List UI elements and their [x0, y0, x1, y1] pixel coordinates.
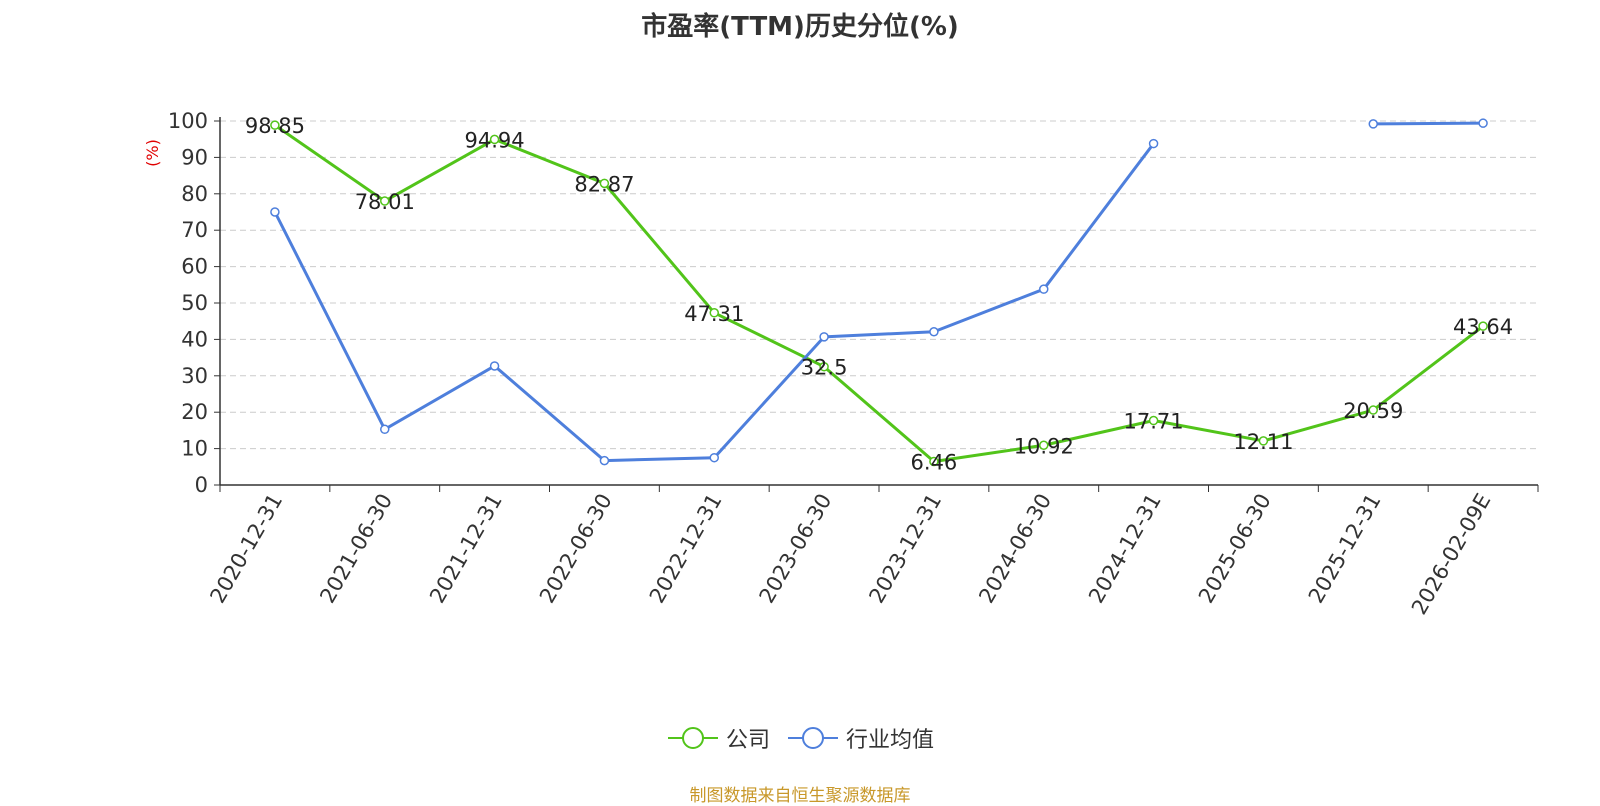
data-point — [1148, 415, 1159, 426]
data-point — [1148, 138, 1159, 149]
data-point — [489, 361, 500, 371]
data-point — [270, 120, 280, 130]
data-label: 98.85 — [245, 114, 305, 138]
data-point — [929, 456, 939, 467]
x-tick-label: 2025-06-30 — [1194, 490, 1276, 608]
gridlines — [220, 120, 1538, 450]
data-point — [819, 361, 829, 372]
data-point — [599, 455, 610, 466]
y-tick-label: 20 — [181, 400, 208, 424]
x-tick-label: 2022-12-31 — [645, 490, 727, 608]
data-point — [819, 332, 829, 342]
legend-label: 公司 — [725, 728, 770, 753]
data-point — [709, 308, 719, 318]
y-tick-label: 30 — [181, 364, 208, 388]
x-tick-label: 2023-06-30 — [755, 490, 837, 608]
y-tick-label: 80 — [181, 182, 208, 206]
legend-line-circle-icon — [788, 727, 838, 749]
x-tick-label: 2024-12-31 — [1084, 490, 1166, 608]
legend: 公司 行业均值 — [0, 722, 1600, 754]
x-tick-label: 2025-12-31 — [1304, 490, 1386, 608]
x-tick-label: 2021-12-31 — [425, 490, 507, 608]
data-point — [709, 452, 719, 463]
legend-item-1[interactable]: 行业均值 — [786, 722, 934, 754]
source-note: 制图数据来自恒生聚源数据库 — [689, 786, 911, 806]
data-point — [599, 178, 610, 189]
data-label: 10.92 — [1014, 434, 1074, 458]
x-tick-label: 2020-12-31 — [205, 490, 287, 608]
y-tick-label: 0 — [195, 473, 208, 497]
data-label: 43.64 — [1453, 315, 1513, 339]
y-tick-label: 70 — [181, 218, 208, 242]
y-axis-title: (%) — [143, 139, 162, 167]
y-tick-label: 100 — [168, 109, 208, 133]
data-point — [1368, 119, 1378, 129]
data-label: 47.31 — [684, 302, 744, 326]
x-tick-label: 2023-12-31 — [864, 490, 946, 608]
data-point — [1039, 440, 1049, 451]
data-label: 32.5 — [801, 356, 848, 380]
data-label: 12.11 — [1233, 430, 1293, 454]
legend-line-circle-icon — [667, 727, 718, 749]
data-label: 20.59 — [1343, 399, 1403, 423]
series — [270, 118, 1488, 467]
data-point — [1478, 321, 1488, 331]
data-point — [1368, 405, 1378, 415]
x-tick-label: 2026-02-09E — [1407, 490, 1495, 619]
y-tick-label: 60 — [181, 255, 208, 279]
data-label: 94.94 — [465, 128, 525, 152]
data-point — [380, 424, 390, 435]
legend-item-0[interactable]: 公司 — [666, 722, 770, 754]
data-point — [1478, 118, 1488, 128]
data-point — [489, 134, 500, 145]
chart-title: 市盈率(TTM)历史分位(%) — [641, 12, 959, 42]
data-label: 6.46 — [911, 450, 958, 474]
axes: 0 10 20 30 40 50 60 70 80 90 100 2020-12-31 2021-06-… — [168, 109, 1539, 619]
data-label: 82.87 — [574, 172, 634, 196]
y-tick-label: 90 — [181, 145, 208, 169]
y-tick-label: 10 — [181, 437, 208, 461]
y-tick-label: 40 — [181, 327, 208, 351]
x-tick-label: 2024-06-30 — [974, 490, 1056, 608]
data-label: 17.71 — [1124, 410, 1184, 434]
data-point — [1039, 284, 1049, 294]
data-point — [270, 207, 280, 217]
y-tick-label: 50 — [181, 291, 208, 315]
series-line-1 — [1373, 121, 1484, 126]
data-point — [929, 327, 939, 337]
legend-label: 行业均值 — [846, 728, 935, 753]
data-label: 78.01 — [355, 190, 415, 214]
x-tick-label: 2021-06-30 — [315, 490, 397, 608]
data-labels: 98.85 78.01 94.94 82.87 47.31 32.5 6.46 10.92 17… — [245, 114, 1513, 474]
data-point — [1258, 436, 1269, 446]
series-line-0 — [274, 123, 1484, 463]
x-tick-label: 2022-06-30 — [535, 490, 617, 608]
data-point — [380, 196, 390, 206]
